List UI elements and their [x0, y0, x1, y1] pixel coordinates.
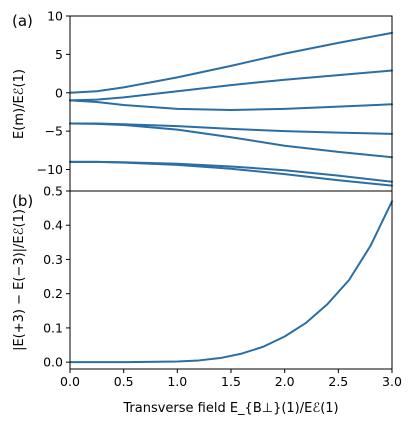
x-tick-label: 0.0 — [60, 374, 80, 389]
panel-a-y-ticks: −10 −5 0 5 10 — [37, 9, 70, 177]
y-tick-label: −5 — [45, 124, 63, 139]
y-tick-label: 10 — [47, 9, 63, 24]
panel-b-label: (b) — [12, 192, 33, 210]
y-tick-label: 0.5 — [43, 184, 63, 199]
series-line-1 — [69, 31, 393, 94]
panel-b-x-ticks: 0.0 0.5 1.0 1.5 2.0 2.5 3.0 — [60, 369, 402, 389]
panel-b: (b) 0.0 0.1 0.2 0.3 0.4 0.5 0.0 0.5 1.0 1.5 2.0 2.… — [12, 184, 402, 417]
series-line-6 — [69, 160, 393, 183]
panel-a-y-label: E(m)/Eℰ(1) — [12, 69, 27, 139]
y-tick-label: −10 — [37, 162, 63, 177]
x-tick-label: 2.0 — [275, 374, 295, 389]
panel-b-lines — [69, 200, 393, 364]
panel-a-lines — [69, 31, 393, 187]
series-line-1 — [69, 200, 393, 364]
y-tick-label: 0.4 — [43, 218, 63, 233]
y-tick-label: 0.3 — [43, 252, 63, 267]
series-line-3 — [69, 99, 393, 112]
y-tick-label: 5 — [55, 47, 63, 62]
y-tick-label: 0 — [55, 85, 63, 100]
series-line-7 — [69, 160, 393, 187]
x-tick-label: 3.0 — [382, 374, 402, 389]
series-line-2 — [69, 69, 393, 102]
y-tick-label: 0.2 — [43, 286, 63, 301]
y-tick-label: 0.1 — [43, 320, 63, 335]
panel-b-y-ticks: 0.0 0.1 0.2 0.3 0.4 0.5 — [43, 184, 70, 370]
x-tick-label: 2.5 — [328, 374, 348, 389]
x-tick-label: 1.5 — [221, 374, 241, 389]
x-axis-label: Transverse field E_{B⊥}(1)/Eℰ(1) — [122, 401, 338, 416]
x-tick-label: 1.0 — [167, 374, 187, 389]
x-tick-label: 0.5 — [114, 374, 134, 389]
panel-a: (a) −10 −5 0 5 10 E(m)/Eℰ(1) — [12, 9, 393, 192]
series-line-5 — [69, 122, 393, 159]
panel-b-frame — [69, 190, 393, 370]
panel-b-y-label: |E(+3) − E(−3)|/Eℰ(1) — [12, 209, 27, 351]
panel-a-label: (a) — [12, 12, 33, 30]
y-tick-label: 0.0 — [43, 355, 63, 370]
